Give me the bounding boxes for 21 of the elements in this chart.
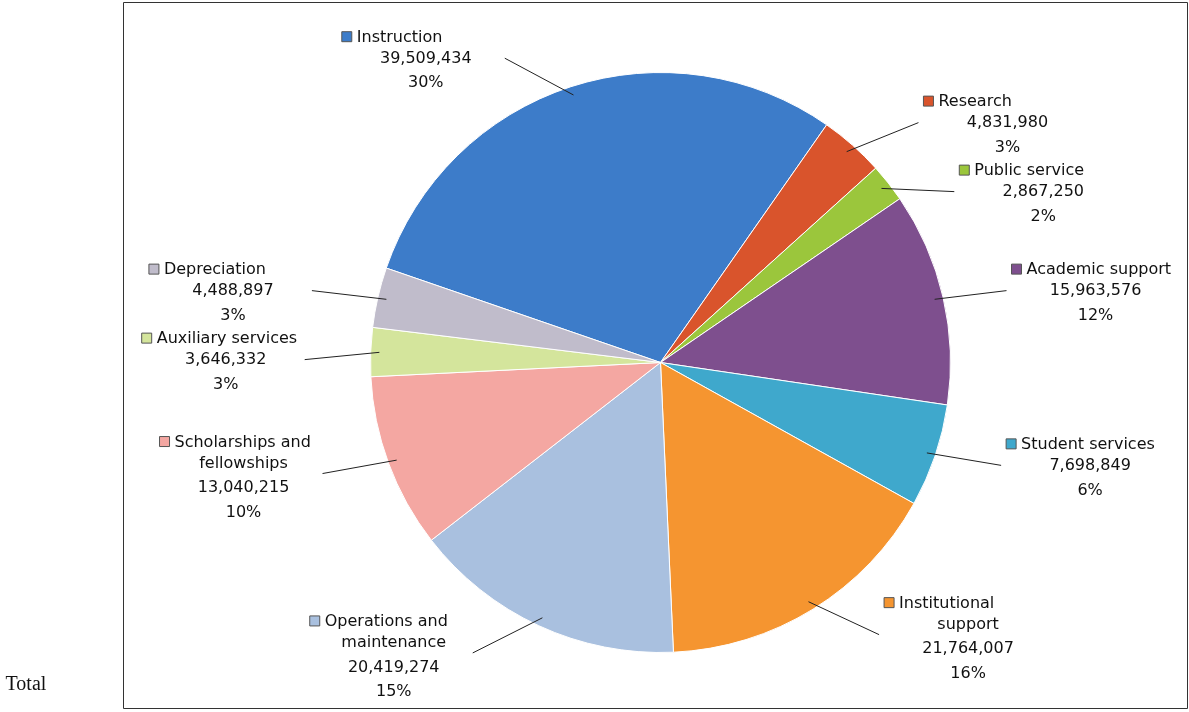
- legend-label: Operations and maintenance: [324, 610, 448, 651]
- data-label: 4,488,897 3%: [192, 280, 274, 324]
- data-label: 15,963,576 12%: [1049, 280, 1142, 324]
- legend-label: Auxiliary services: [156, 328, 298, 348]
- data-label: 3,646,332 3%: [184, 349, 267, 393]
- legend-label: Instruction: [356, 26, 443, 46]
- data-label: 20,419,274 15%: [347, 656, 440, 701]
- text: Total: [5, 671, 47, 694]
- legend-label: Academic support: [1026, 259, 1172, 279]
- legend-label: Research: [938, 91, 1012, 111]
- data-label: 7,698,849 6%: [1049, 454, 1131, 499]
- legend-label: Public service: [974, 160, 1085, 180]
- legend-label: Student services: [1021, 433, 1155, 453]
- data-label: 21,764,007 16%: [922, 638, 1014, 683]
- data-label: 4,831,980 3%: [966, 112, 1049, 156]
- data-label: 39,509,434 30%: [379, 47, 472, 92]
- legend-label: Institutional support: [899, 592, 999, 633]
- data-label: 13,040,215 10%: [197, 477, 290, 521]
- legend-label: Depreciation: [163, 259, 266, 279]
- data-label: 2,867,250 2%: [1002, 181, 1085, 225]
- legend-label: Scholarships and fellowships: [174, 431, 311, 472]
